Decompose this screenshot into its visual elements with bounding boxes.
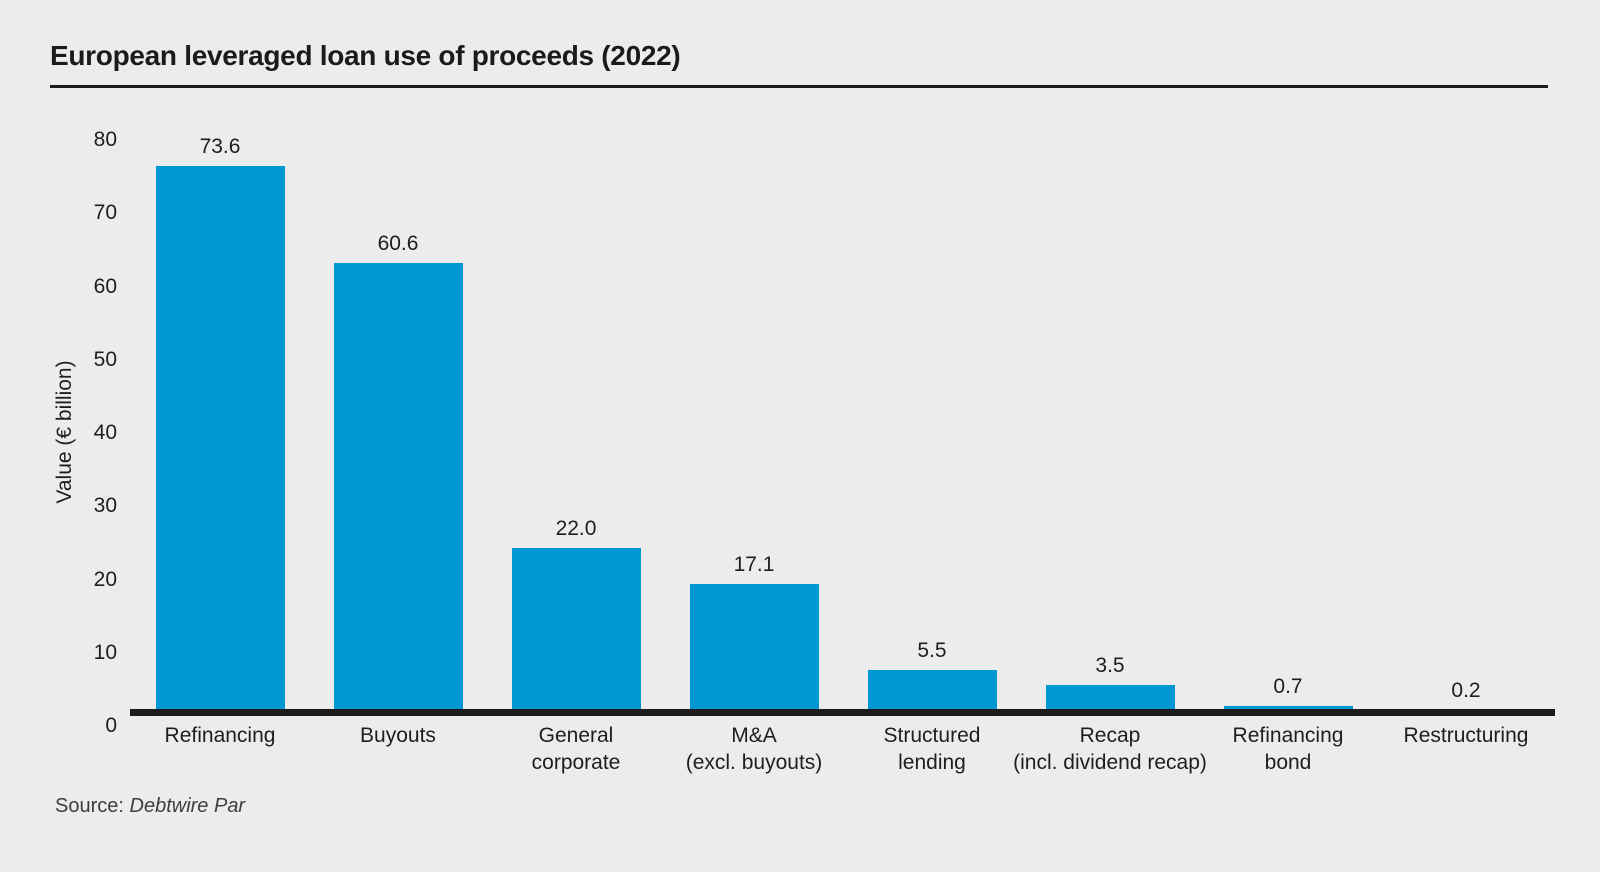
bar-structured-lending [867,670,997,713]
value-label-restructuring: 0.2 [1451,679,1481,702]
category-label-line: Refinancing [1232,724,1344,747]
y-tick-10: 10 [93,641,117,664]
y-tick-50: 50 [93,348,117,371]
category-label-general-corporate: General corporate [456,722,696,776]
category-label-line: Restructuring [1403,724,1529,747]
source-prefix: Source: [55,795,124,817]
category-label-m-a-excl-buyouts: M&A (excl. buyouts) [634,722,874,776]
y-tick-20: 20 [93,568,117,591]
value-label-refinancing: 73.6 [199,135,241,158]
y-tick-0: 0 [105,714,117,737]
source-name: Debtwire Par [129,795,246,817]
value-label-recap-incl-dividend-recap: 3.5 [1095,654,1125,677]
value-label-refinancing-bond: 0.7 [1273,675,1303,698]
y-tick-40: 40 [93,421,117,444]
category-label-line: corporate [531,751,621,774]
category-label-line: (incl. dividend recap) [1013,751,1207,774]
category-label-line: lending [898,751,966,774]
category-label-line: Refinancing [164,724,276,747]
category-label-line: Structured [883,724,981,747]
bar-refinancing [155,166,285,713]
bar-buyouts [333,263,463,713]
x-axis-line [130,709,1555,716]
y-tick-80: 80 [93,128,117,151]
category-label-line: M&A [731,724,777,747]
category-label-structured-lending: Structured lending [812,722,1052,776]
category-label-line: Buyouts [360,724,436,747]
category-label-line: General [538,724,614,747]
category-label-line: (excl. buyouts) [685,751,823,774]
category-label-line: Recap [1079,724,1141,747]
y-tick-70: 70 [93,201,117,224]
category-label-restructuring: Restructuring [1346,722,1586,749]
value-label-general-corporate: 22.0 [555,517,597,540]
value-label-buyouts: 60.6 [377,232,419,255]
chart-title: European leveraged loan use of proceeds … [50,40,681,71]
category-label-refinancing: Refinancing [100,722,340,749]
category-label-buyouts: Buyouts [278,722,518,749]
bar-general-corporate [511,548,641,713]
source-note: Source: Debtwire Par [55,795,245,818]
y-tick-30: 30 [93,494,117,517]
category-label-recap-incl-dividend-recap: Recap (incl. dividend recap) [990,722,1230,776]
category-label-line: bond [1264,751,1312,774]
value-label-m-a-excl-buyouts: 17.1 [733,553,775,576]
bar-m-a-excl-buyouts [689,584,819,713]
value-label-structured-lending: 5.5 [917,639,947,662]
bar-recap-incl-dividend-recap [1045,685,1175,713]
title-rule [50,85,1548,88]
y-tick-60: 60 [93,275,117,298]
category-label-refinancing-bond: Refinancing bond [1168,722,1408,776]
